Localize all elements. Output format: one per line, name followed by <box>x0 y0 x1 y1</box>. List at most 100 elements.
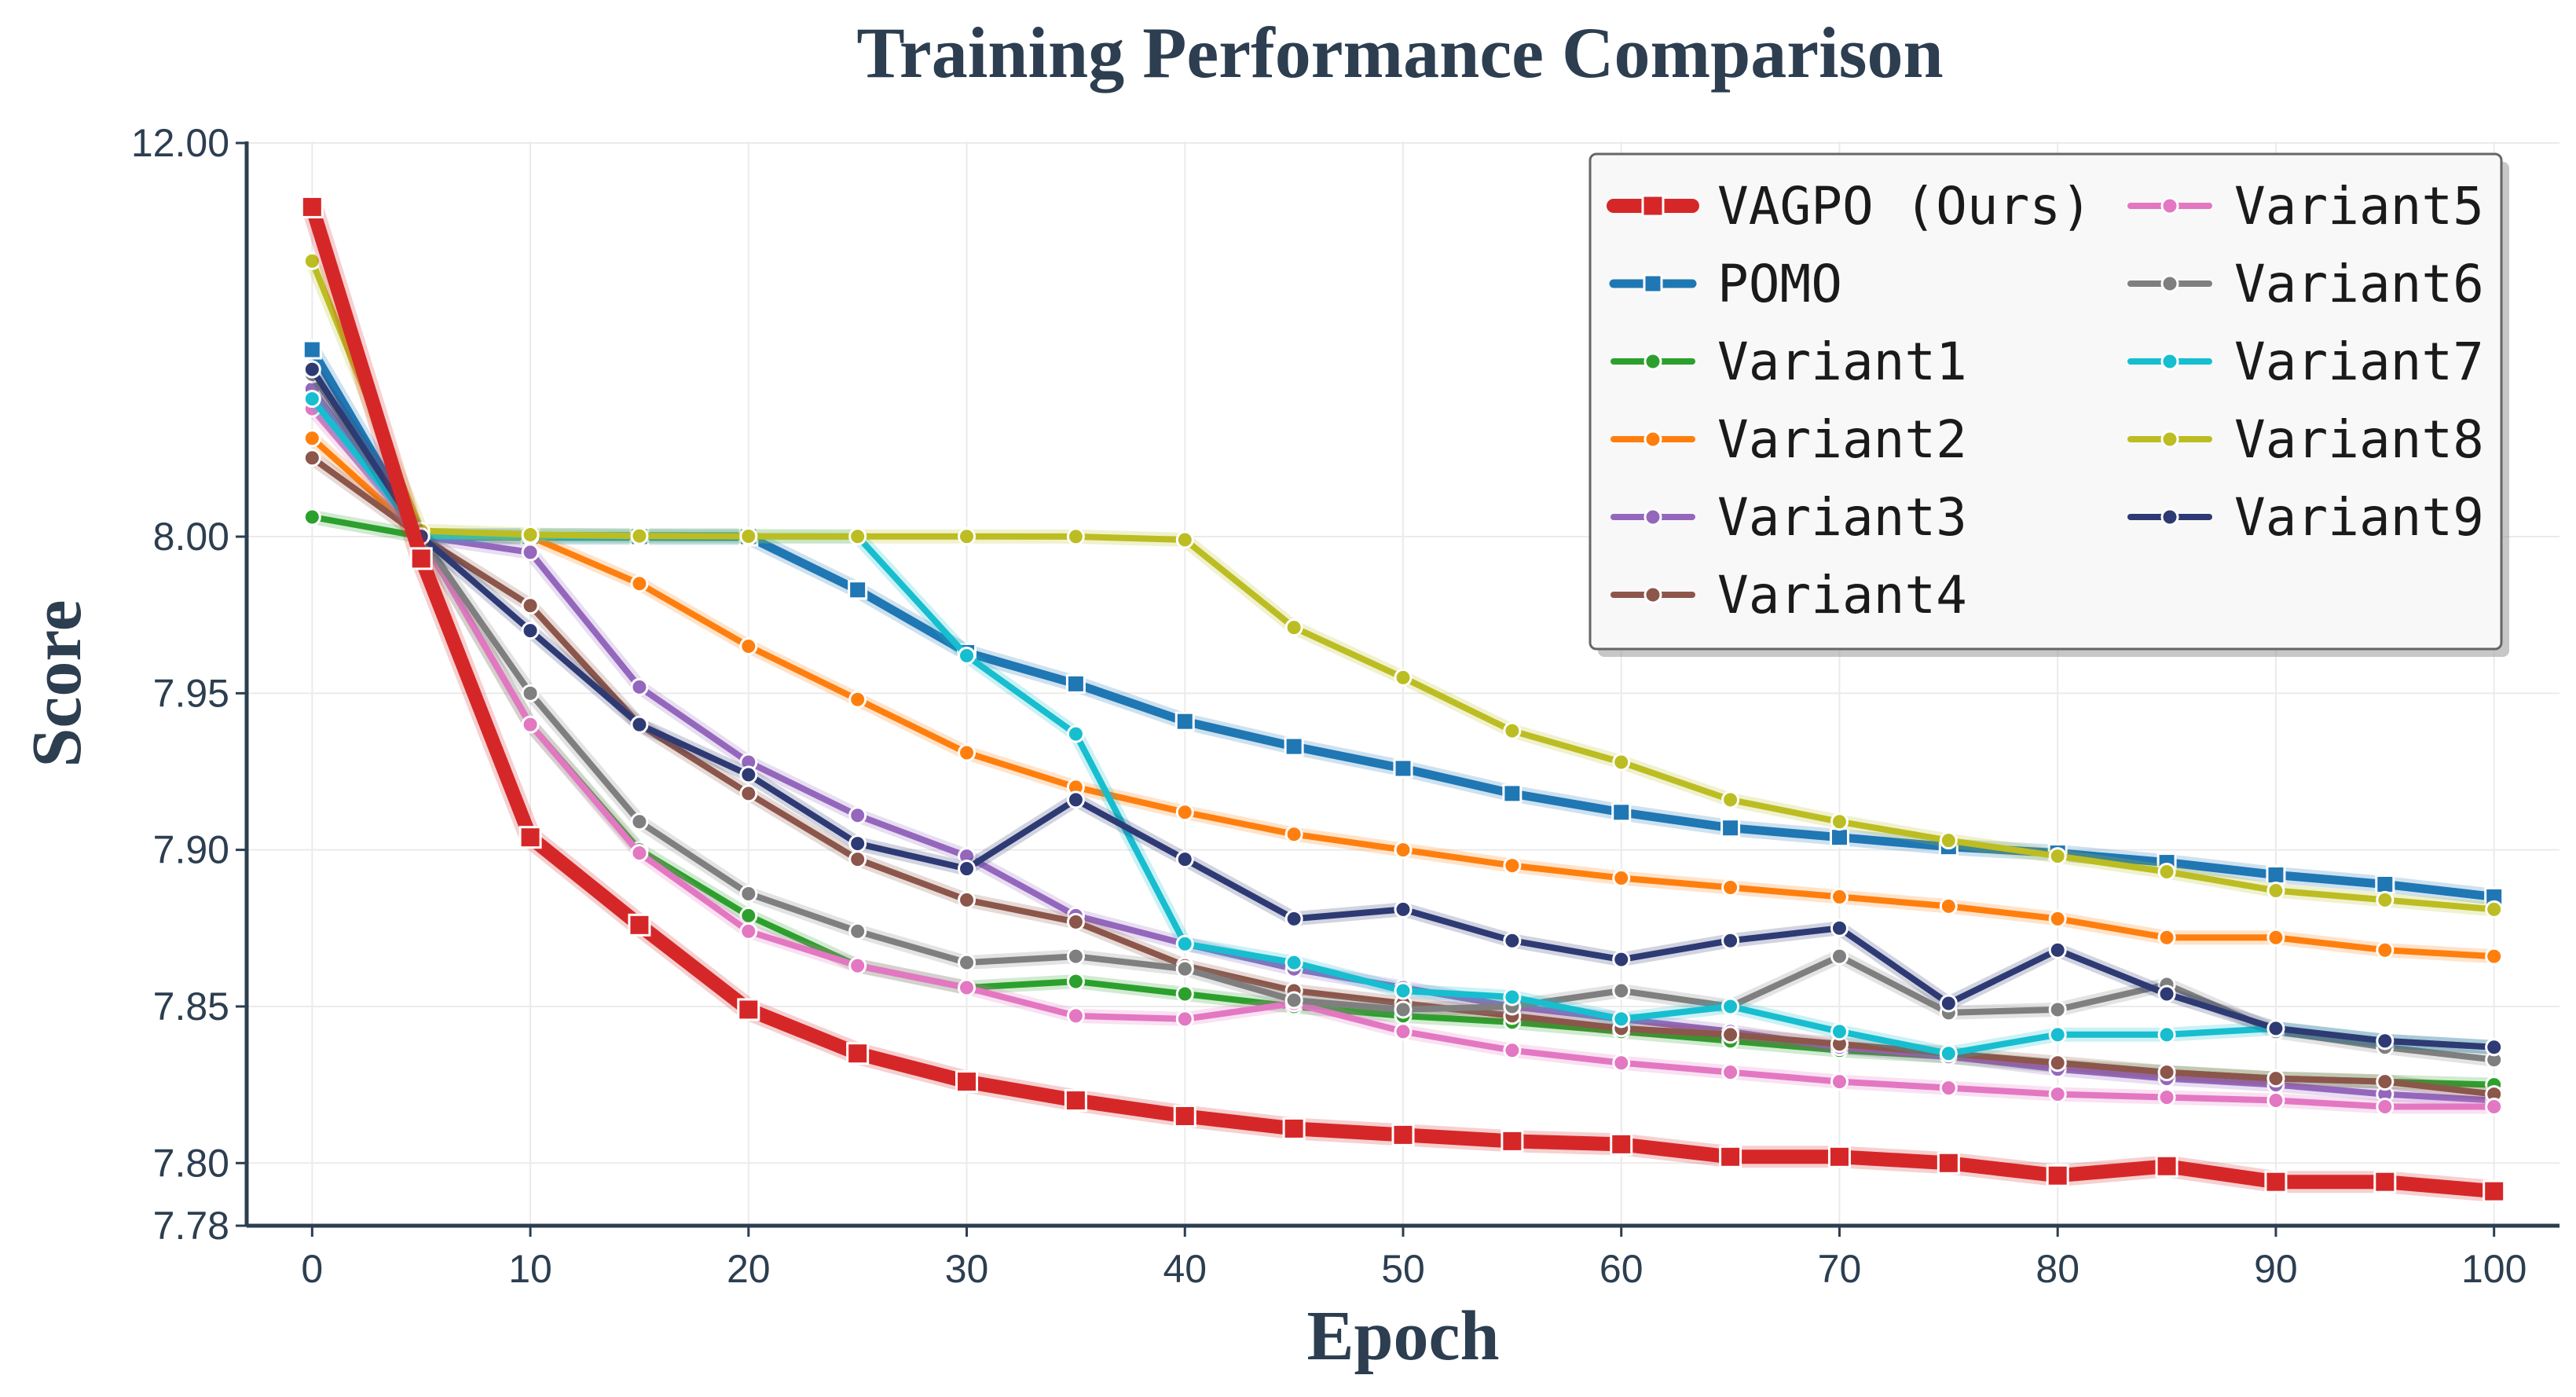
legend-swatch-marker <box>1643 273 1663 294</box>
data-point <box>848 527 867 546</box>
data-point <box>630 812 649 831</box>
data-point <box>848 690 867 709</box>
data-point <box>1064 1089 1087 1113</box>
data-point <box>1830 947 1849 966</box>
legend-item: Variant4 <box>1610 565 1967 625</box>
data-point <box>1175 850 1194 869</box>
data-point <box>1175 1010 1194 1028</box>
data-point <box>1175 530 1194 549</box>
legend-swatch-marker <box>1643 585 1662 604</box>
data-point <box>848 956 867 975</box>
y-tick-label: 7.80 <box>153 1141 229 1185</box>
data-point <box>958 527 977 546</box>
legend-swatch-marker <box>1643 508 1662 526</box>
data-point <box>2376 1032 2395 1050</box>
x-tick-label: 10 <box>508 1247 552 1291</box>
data-point <box>1939 831 1958 850</box>
data-point <box>1391 1123 1415 1146</box>
data-point <box>1173 1104 1196 1128</box>
data-point <box>2266 928 2285 947</box>
data-point <box>1501 1129 1524 1153</box>
legend-swatch-marker <box>2160 274 2179 293</box>
legend-item: Variant1 <box>1610 332 1967 392</box>
legend-swatch-marker <box>1643 352 1662 371</box>
data-point <box>1503 856 1522 875</box>
legend-swatch-marker <box>2160 196 2179 215</box>
data-point <box>1827 1145 1851 1168</box>
data-point <box>302 251 321 270</box>
y-tick-label: 7.78 <box>153 1204 229 1248</box>
data-point <box>1612 1010 1631 1028</box>
data-point <box>1830 1022 1849 1041</box>
data-point <box>1610 1132 1633 1156</box>
data-point <box>2376 890 2395 909</box>
data-point <box>1066 724 1085 743</box>
series-vagpo-ours <box>300 195 2506 1203</box>
x-tick-label: 80 <box>2036 1247 2079 1291</box>
x-tick-label: 70 <box>1818 1247 1862 1291</box>
data-point <box>1066 947 1085 966</box>
legend-item: Variant8 <box>2127 409 2484 470</box>
data-point <box>1394 1000 1413 1019</box>
x-tick-label: 60 <box>1599 1247 1643 1291</box>
series-variant2 <box>302 429 2504 966</box>
data-point <box>2048 1000 2067 1019</box>
data-point <box>1066 1006 1085 1025</box>
data-point <box>739 784 758 803</box>
data-point <box>1284 909 1303 928</box>
data-point <box>1284 736 1304 757</box>
data-point <box>739 637 758 656</box>
x-tick-label: 100 <box>2461 1247 2527 1291</box>
data-point <box>958 860 977 878</box>
data-point <box>1721 1063 1740 1082</box>
legend-item: Variant9 <box>2127 487 2484 548</box>
y-ticks: 7.78 7.80 7.85 7.90 7.95 8.00 12.00 <box>131 121 247 1248</box>
data-point <box>1612 753 1631 772</box>
legend-label: POMO <box>1717 254 1842 314</box>
chart-title: Training Performance Comparison <box>856 13 1943 93</box>
data-point <box>1830 812 1849 831</box>
legend-item: VAGPO (Ours) <box>1607 176 2092 236</box>
data-point <box>1066 972 1085 991</box>
data-point <box>1830 918 1849 937</box>
data-point <box>848 850 867 869</box>
data-point <box>2048 847 2067 866</box>
data-point <box>848 580 868 600</box>
legend-swatch-marker <box>1643 430 1662 449</box>
data-point <box>302 429 321 448</box>
data-point <box>1503 931 1522 950</box>
data-point <box>2157 984 2176 1003</box>
data-point <box>2485 1098 2504 1116</box>
x-ticks: 0 10 20 30 40 50 60 70 80 90 100 <box>301 1226 2527 1291</box>
legend-swatch-marker <box>2160 352 2179 371</box>
data-point <box>2048 909 2067 928</box>
data-point <box>2157 1063 2176 1082</box>
data-point <box>2157 1025 2176 1044</box>
data-point <box>2485 900 2504 918</box>
y-tick-label: 7.95 <box>153 671 229 715</box>
data-point <box>2485 947 2504 966</box>
data-point <box>1066 790 1085 809</box>
x-tick-label: 0 <box>301 1247 323 1291</box>
data-point <box>1612 981 1631 1000</box>
legend-item: Variant5 <box>2127 176 2484 236</box>
data-point <box>739 526 758 545</box>
data-point <box>409 547 433 570</box>
data-point <box>302 360 321 379</box>
legend-item: Variant3 <box>1610 487 1967 548</box>
data-point <box>2266 1091 2285 1110</box>
legend-item: Variant6 <box>2127 254 2484 314</box>
data-point <box>1612 1054 1631 1072</box>
data-point <box>521 525 540 544</box>
data-point <box>958 953 977 972</box>
y-tick-label: 12.00 <box>131 121 229 165</box>
data-point <box>1720 818 1741 838</box>
series-variant5 <box>302 399 2504 1116</box>
data-point <box>2157 863 2176 882</box>
data-point <box>1721 790 1740 809</box>
data-point <box>958 978 977 997</box>
x-tick-label: 40 <box>1163 1247 1207 1291</box>
data-point <box>300 195 324 218</box>
data-point <box>1174 711 1195 732</box>
